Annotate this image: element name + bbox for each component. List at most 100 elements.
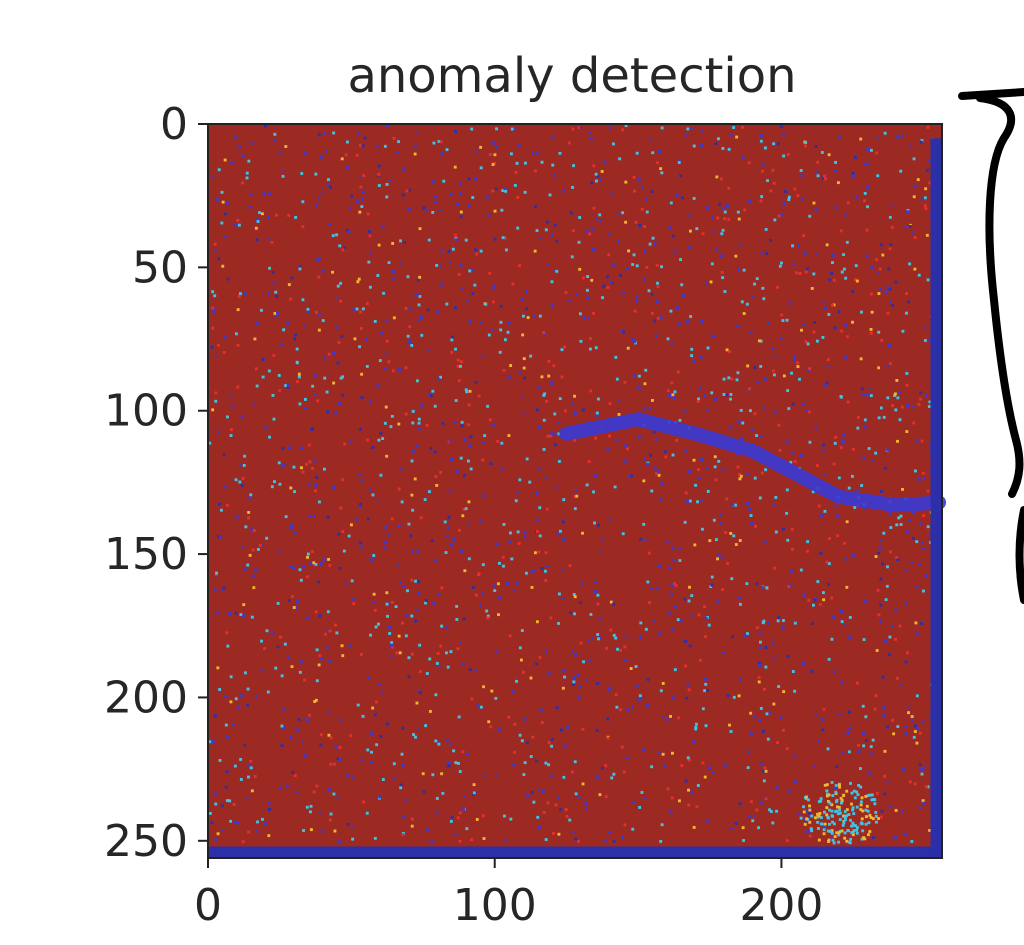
anomaly-pixel	[747, 815, 751, 819]
anomaly-pixel	[387, 533, 391, 537]
anomaly-pixel	[335, 233, 338, 237]
anomaly-pixel	[522, 357, 526, 361]
anomaly-pixel	[467, 522, 470, 526]
anomaly-pixel	[802, 234, 806, 238]
anomaly-pixel	[730, 377, 734, 381]
anomaly-pixel	[701, 707, 705, 711]
anomaly-pixel	[492, 300, 495, 304]
anomaly-pixel	[542, 811, 546, 814]
cluster-pixel	[826, 829, 830, 833]
anomaly-pixel	[922, 547, 925, 550]
anomaly-pixel	[397, 487, 401, 491]
anomaly-pixel	[877, 366, 881, 370]
anomaly-pixel	[669, 201, 673, 205]
anomaly-pixel	[371, 706, 375, 710]
anomaly-pixel	[514, 499, 518, 503]
y-tick-label: 50	[132, 242, 188, 293]
anomaly-pixel	[921, 720, 925, 724]
anomaly-pixel	[612, 772, 616, 776]
anomaly-pixel	[513, 184, 517, 187]
anomaly-pixel	[265, 629, 269, 633]
anomaly-pixel	[845, 585, 849, 589]
anomaly-pixel	[402, 584, 406, 588]
anomaly-pixel	[764, 769, 768, 773]
anomaly-pixel	[651, 151, 655, 155]
anomaly-pixel	[851, 171, 855, 175]
cluster-pixel	[828, 801, 832, 805]
anomaly-pixel	[894, 638, 897, 641]
cluster-pixel	[834, 790, 838, 794]
anomaly-pixel	[290, 276, 294, 280]
anomaly-pixel	[834, 784, 838, 787]
anomaly-pixel	[397, 140, 400, 144]
anomaly-pixel	[530, 790, 534, 794]
anomaly-pixel	[388, 625, 392, 629]
anomaly-pixel	[510, 127, 514, 131]
anomaly-pixel	[318, 811, 322, 814]
anomaly-pixel	[287, 446, 291, 450]
cluster-pixel	[842, 814, 846, 818]
anomaly-pixel	[541, 789, 545, 793]
anomaly-pixel	[564, 409, 567, 413]
cluster-pixel	[864, 795, 868, 798]
anomaly-pixel	[333, 762, 337, 766]
anomaly-pixel	[729, 532, 733, 535]
anomaly-pixel	[454, 233, 457, 237]
anomaly-pixel	[465, 827, 469, 831]
anomaly-pixel	[610, 281, 614, 285]
anomaly-pixel	[874, 451, 878, 455]
anomaly-pixel	[472, 783, 476, 787]
anomaly-pixel	[397, 634, 401, 638]
anomaly-pixel	[573, 760, 577, 764]
anomaly-pixel	[251, 548, 255, 552]
anomaly-pixel	[424, 724, 428, 728]
anomaly-pixel	[368, 230, 371, 233]
anomaly-pixel	[734, 543, 738, 546]
anomaly-pixel	[350, 523, 353, 527]
anomaly-pixel	[369, 251, 372, 255]
anomaly-pixel	[450, 457, 453, 461]
anomaly-pixel	[667, 611, 671, 615]
anomaly-pixel	[926, 125, 930, 129]
anomaly-pixel	[369, 285, 372, 289]
anomaly-pixel	[734, 254, 738, 258]
anomaly-pixel	[736, 371, 740, 375]
anomaly-pixel	[815, 253, 819, 257]
anomaly-pixel	[509, 364, 513, 367]
anomaly-pixel	[437, 140, 441, 143]
anomaly-pixel	[612, 602, 615, 606]
anomaly-pixel	[242, 603, 246, 607]
anomaly-pixel	[584, 678, 588, 682]
anomaly-pixel	[398, 651, 402, 655]
cluster-pixel	[860, 800, 863, 804]
anomaly-pixel	[292, 465, 296, 469]
anomaly-pixel	[633, 340, 636, 344]
anomaly-pixel	[529, 354, 533, 358]
anomaly-pixel	[317, 663, 321, 667]
anomaly-pixel	[596, 682, 600, 685]
anomaly-pixel	[457, 762, 460, 765]
anomaly-pixel	[924, 394, 928, 398]
anomaly-pixel	[211, 326, 215, 330]
anomaly-pixel	[520, 739, 524, 743]
anomaly-pixel	[884, 639, 887, 643]
cluster-pixel	[855, 790, 859, 794]
anomaly-pixel	[844, 323, 847, 327]
anomaly-pixel	[606, 736, 610, 740]
anomaly-pixel	[381, 690, 384, 694]
anomaly-pixel	[595, 729, 599, 732]
anomaly-pixel	[370, 761, 373, 765]
anomaly-pixel	[863, 425, 867, 429]
anomaly-pixel	[498, 596, 502, 600]
anomaly-pixel	[410, 493, 414, 497]
anomaly-pixel	[619, 708, 622, 712]
anomaly-pixel	[420, 333, 424, 337]
anomaly-pixel	[759, 339, 763, 343]
anomaly-pixel	[277, 550, 281, 554]
anomaly-pixel	[494, 696, 498, 700]
anomaly-pixel	[851, 290, 855, 293]
anomaly-pixel	[896, 396, 900, 400]
anomaly-pixel	[261, 817, 264, 821]
anomaly-pixel	[343, 246, 347, 250]
anomaly-pixel	[700, 129, 704, 133]
